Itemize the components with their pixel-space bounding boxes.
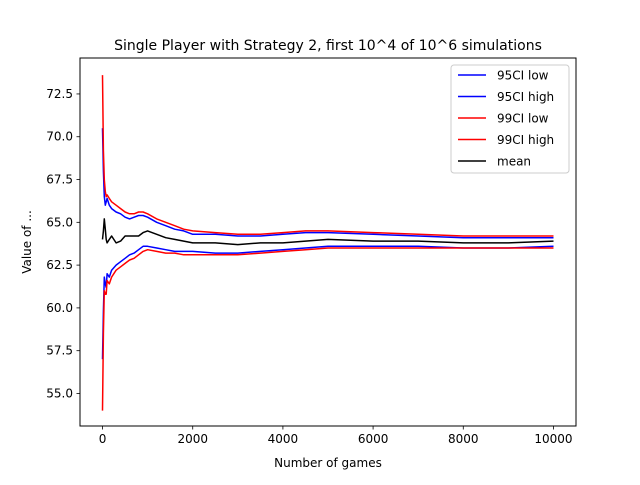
y-tick-label: 70.0: [46, 130, 73, 144]
legend-box: [450, 64, 570, 174]
legend-label-99ci-high: 99CI high: [497, 133, 554, 147]
x-tick-label: 10000: [534, 432, 572, 446]
series-line-95ci-low: [101, 245, 554, 360]
legend-label-95ci-high: 95CI high: [497, 90, 554, 104]
y-tick-label: 57.5: [46, 344, 73, 358]
y-tick-label: 55.0: [46, 386, 73, 400]
y-tick-label: 65.0: [46, 215, 73, 229]
y-axis-label: Value of ...: [20, 210, 34, 274]
plot-lines: [101, 75, 554, 411]
x-tick-label: 0: [99, 432, 107, 446]
legend-label-95ci-low: 95CI low: [497, 69, 549, 83]
series-line-mean: [101, 218, 554, 246]
legend-label-mean: mean: [497, 155, 531, 169]
x-axis: 0 2000 4000 6000 8000 10000: [99, 426, 573, 446]
series-line-95ci-high: [101, 128, 554, 239]
y-axis: 55.0 57.5 60.0 62.5 65.0 67.5 70.0 72.5: [46, 87, 80, 400]
y-tick-label: 67.5: [46, 173, 73, 187]
x-axis-label: Number of games: [274, 456, 382, 470]
y-tick-label: 60.0: [46, 301, 73, 315]
legend: 95CI low 95CI high 99CI low 99CI high mean: [450, 64, 570, 174]
series-line-99ci-low: [101, 247, 554, 411]
y-tick-label: 72.5: [46, 87, 73, 101]
chart-title: Single Player with Strategy 2, first 10^…: [114, 38, 542, 54]
legend-label-99ci-low: 99CI low: [497, 112, 549, 126]
x-tick-label: 2000: [177, 432, 208, 446]
x-tick-label: 6000: [358, 432, 389, 446]
y-tick-label: 62.5: [46, 258, 73, 272]
axes-frame: [79, 57, 577, 427]
series-line-99ci-high: [101, 75, 554, 237]
x-tick-label: 8000: [448, 432, 479, 446]
x-tick-label: 4000: [268, 432, 299, 446]
